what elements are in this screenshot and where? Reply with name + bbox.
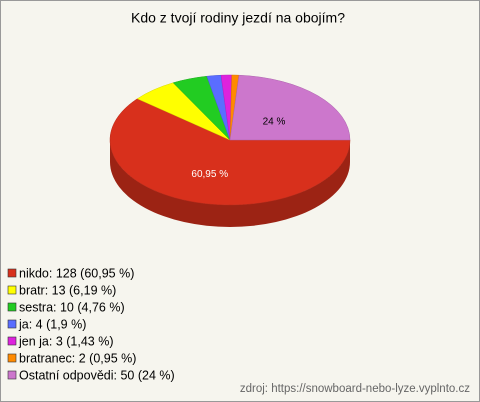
legend-swatch [7, 336, 17, 346]
slice-label: 24 % [263, 117, 286, 128]
legend-label: nikdo: 128 (60,95 %) [19, 266, 134, 280]
legend-label: bratr: 13 (6,19 %) [19, 283, 116, 297]
legend-swatch [7, 319, 17, 329]
legend-label: bratranec: 2 (0,95 %) [19, 351, 136, 365]
pie-slice [109, 98, 351, 206]
legend-swatch [7, 268, 17, 278]
legend-swatch [7, 285, 17, 295]
legend-swatch [7, 302, 17, 312]
legend-label: sestra: 10 (4,76 %) [19, 300, 125, 314]
pie-slice [229, 74, 351, 141]
legend-label: ja: 4 (1,9 %) [18, 317, 86, 331]
legend-swatch [7, 370, 17, 380]
chart-title: Kdo z tvojí rodiny jezdí na obojím? [131, 10, 345, 26]
source-note: zdroj: https://snowboard-nebo-lyze.vypln… [240, 383, 470, 395]
pie-side [110, 140, 350, 227]
legend-swatch [7, 353, 17, 363]
legend-label: Ostatní odpovědi: 50 (24 %) [19, 368, 175, 382]
legend-label: jen ja: 3 (1,43 %) [18, 334, 114, 348]
slice-label: 60,95 % [191, 169, 228, 180]
